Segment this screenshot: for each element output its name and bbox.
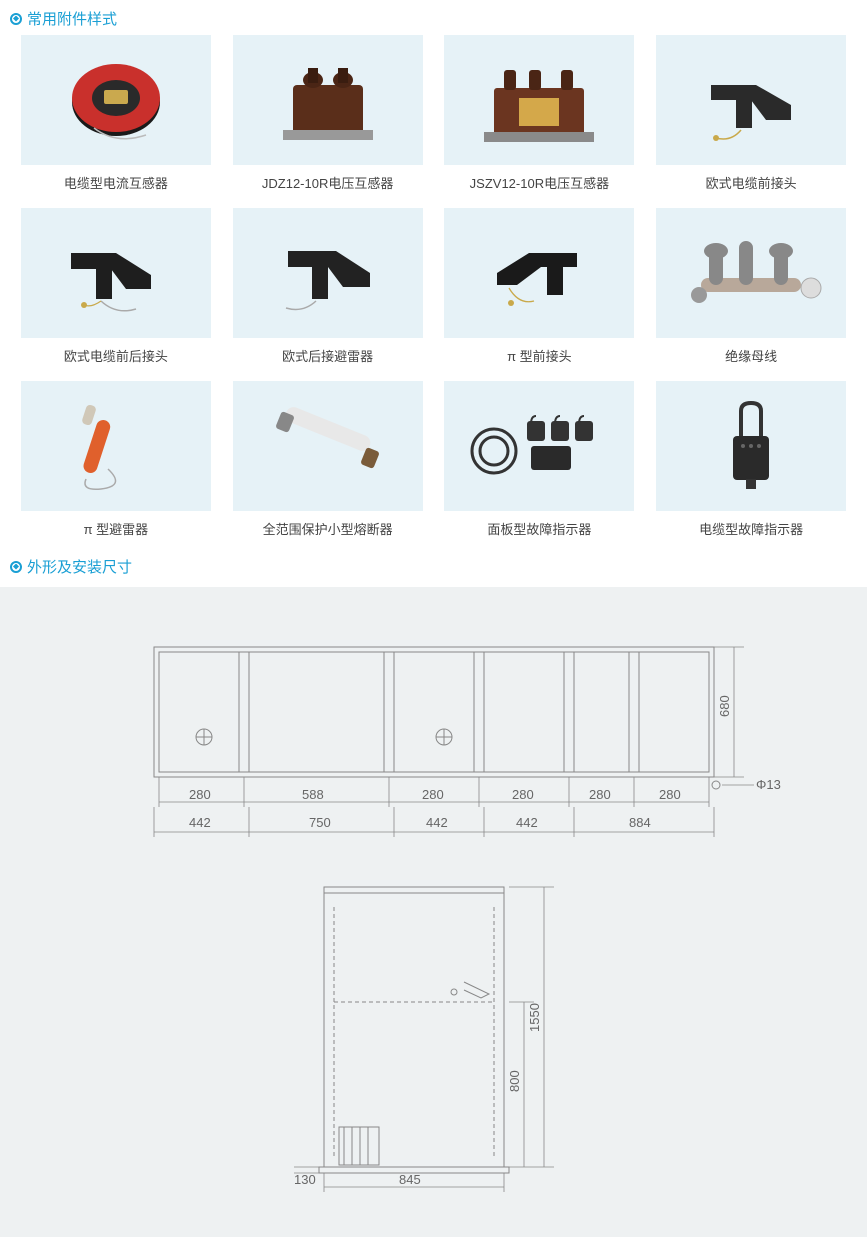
product-image xyxy=(21,35,211,165)
product-image xyxy=(233,35,423,165)
product-cell: 电缆型故障指示器 xyxy=(653,381,849,548)
product-image xyxy=(233,381,423,511)
dim-h800: 800 xyxy=(507,1070,522,1092)
dim-phi: Φ13 xyxy=(756,777,781,792)
dim-h1550: 1550 xyxy=(527,1003,542,1032)
product-caption: 电缆型故障指示器 xyxy=(699,511,803,548)
elbow-black2-icon xyxy=(46,223,186,323)
product-cell: 绝缘母线 xyxy=(653,208,849,375)
product-caption: JSZV12-10R电压互感器 xyxy=(470,165,609,202)
product-caption: 欧式电缆前后接头 xyxy=(64,338,168,375)
dim-w: 588 xyxy=(302,787,324,802)
vt-brown1-icon xyxy=(263,50,393,150)
product-image xyxy=(444,381,634,511)
product-cell: 欧式后接避雷器 xyxy=(230,208,426,375)
product-caption: 绝缘母线 xyxy=(725,338,777,375)
product-cell: 电缆型电流互感器 xyxy=(18,35,214,202)
product-caption: π 型前接头 xyxy=(507,338,572,375)
product-image xyxy=(21,381,211,511)
title-text: 常用附件样式 xyxy=(27,8,117,29)
product-cell: JSZV12-10R电压互感器 xyxy=(442,35,638,202)
dim-w: 280 xyxy=(189,787,211,802)
dim-ow: 442 xyxy=(426,815,448,830)
elbow-pi-icon xyxy=(469,223,609,323)
product-caption: 全范围保护小型熔断器 xyxy=(263,511,393,548)
dim-w: 280 xyxy=(589,787,611,802)
product-cell: JDZ12-10R电压互感器 xyxy=(230,35,426,202)
product-cell: 欧式电缆前后接头 xyxy=(18,208,214,375)
ct-ring-icon xyxy=(56,50,176,150)
dim-w845: 845 xyxy=(399,1172,421,1187)
top-view-drawing: 680 Φ13 280 588 280 280 280 280 442 750 … xyxy=(74,627,794,867)
dim-ow: 442 xyxy=(516,815,538,830)
products-grid: 电缆型电流互感器 JDZ12-10R电压互感器 xyxy=(0,35,867,548)
elbow-black1-icon xyxy=(681,50,821,150)
product-caption: π 型避雷器 xyxy=(84,511,149,548)
product-caption: JDZ12-10R电压互感器 xyxy=(262,165,393,202)
product-image xyxy=(656,208,846,338)
dim-w: 280 xyxy=(422,787,444,802)
product-cell: π 型前接头 xyxy=(442,208,638,375)
side-view-drawing: 800 1550 845 130 xyxy=(224,867,644,1207)
section-title-accessories: 常用附件样式 xyxy=(0,0,867,35)
diagram-area: 680 Φ13 280 588 280 280 280 280 442 750 … xyxy=(0,587,867,1237)
bullet-icon xyxy=(10,561,22,573)
arrester-orange-icon xyxy=(46,391,186,501)
dim-130: 130 xyxy=(294,1172,316,1187)
fuse-tube-icon xyxy=(253,391,403,501)
dim-ow: 884 xyxy=(629,815,651,830)
vt-brown2-icon xyxy=(469,50,609,150)
dim-w: 280 xyxy=(512,787,534,802)
dim-ow: 442 xyxy=(189,815,211,830)
product-cell: 欧式电缆前接头 xyxy=(653,35,849,202)
product-image xyxy=(656,381,846,511)
product-cell: π 型避雷器 xyxy=(18,381,214,548)
product-caption: 欧式后接避雷器 xyxy=(282,338,373,375)
product-caption: 电缆型电流互感器 xyxy=(64,165,168,202)
bullet-icon xyxy=(10,13,22,25)
product-image xyxy=(444,208,634,338)
product-image xyxy=(444,35,634,165)
dim-height: 680 xyxy=(717,695,732,717)
elbow-black3-icon xyxy=(258,223,398,323)
title-text: 外形及安装尺寸 xyxy=(27,556,132,577)
fault-cable-icon xyxy=(691,391,811,501)
product-image xyxy=(21,208,211,338)
section-title-dimensions: 外形及安装尺寸 xyxy=(0,548,867,583)
product-cell: 面板型故障指示器 xyxy=(442,381,638,548)
product-cell: 全范围保护小型熔断器 xyxy=(230,381,426,548)
product-image xyxy=(233,208,423,338)
busbar-gray-icon xyxy=(671,223,831,323)
product-caption: 面板型故障指示器 xyxy=(487,511,591,548)
product-caption: 欧式电缆前接头 xyxy=(706,165,797,202)
fault-panel-icon xyxy=(459,396,619,496)
dim-w: 280 xyxy=(659,787,681,802)
dim-ow: 750 xyxy=(309,815,331,830)
product-image xyxy=(656,35,846,165)
